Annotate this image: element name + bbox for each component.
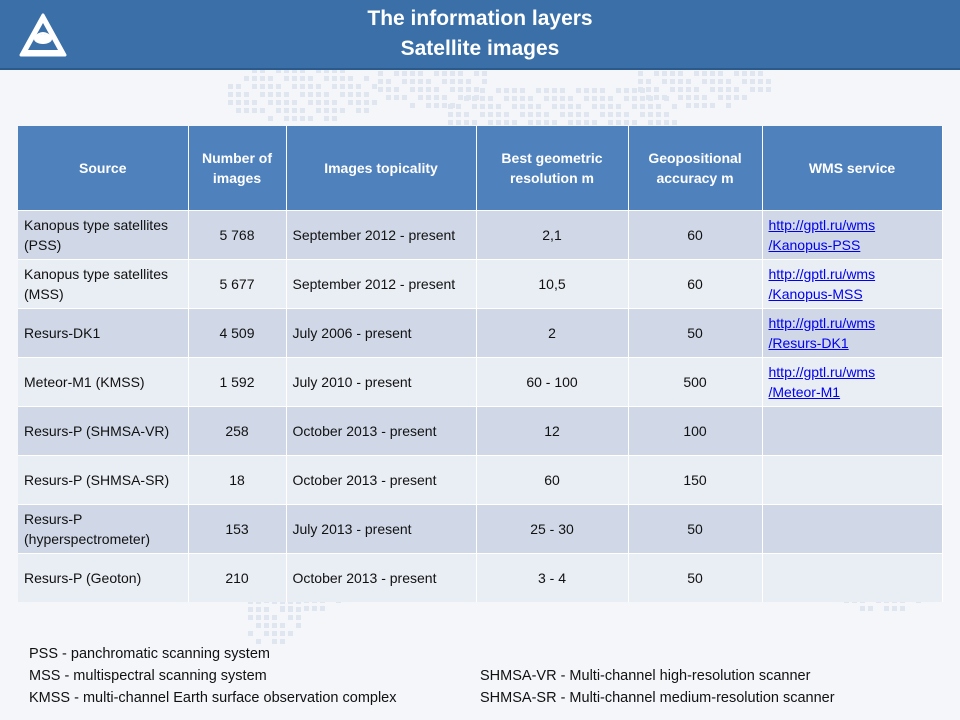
- cell-source: Meteor-M1 (KMSS): [18, 357, 189, 407]
- logo-icon: [19, 13, 67, 57]
- cell-topicality: September 2012 - present: [286, 210, 477, 260]
- cell-accuracy: 150: [628, 455, 763, 505]
- note-mss: MSS - multispectral scanning system: [29, 668, 267, 684]
- cell-topicality: September 2012 - present: [286, 259, 477, 309]
- cell-topicality: October 2013 - present: [286, 455, 477, 505]
- cell-topicality: October 2013 - present: [286, 406, 477, 456]
- column-header-topicality: Images topicality: [286, 126, 477, 211]
- note-pss: PSS - panchromatic scanning system: [29, 646, 270, 662]
- note-shmsa-sr: SHMSA-SR - Multi-channel medium-resoluti…: [480, 690, 835, 706]
- cell-resolution: 12: [476, 406, 629, 456]
- cell-count: 18: [188, 455, 287, 505]
- page-title: The information layers: [367, 7, 593, 30]
- column-header-resolution: Best geometric resolution m: [476, 126, 629, 211]
- wms-link[interactable]: http://gptl.ru/wms/Kanopus-MSS: [768, 266, 876, 302]
- cell-wms: http://gptl.ru/wms/Resurs-DK1: [762, 308, 943, 358]
- cell-count: 5 768: [188, 210, 287, 260]
- cell-resolution: 10,5: [476, 259, 629, 309]
- cell-wms: [762, 504, 943, 554]
- table-row: Resurs-P (SHMSA-VR) 258 October 2013 - p…: [18, 406, 943, 456]
- title-bar: The information layers Satellite images: [0, 0, 960, 70]
- cell-accuracy: 100: [628, 406, 763, 456]
- table-row: Kanopus type satellites (MSS) 5 677 Sept…: [18, 259, 943, 309]
- table-row: Resurs-DK1 4 509 July 2006 - present 2 5…: [18, 308, 943, 358]
- cell-resolution: 60 - 100: [476, 357, 629, 407]
- cell-topicality: July 2010 - present: [286, 357, 477, 407]
- cell-accuracy: 50: [628, 308, 763, 358]
- cell-accuracy: 50: [628, 553, 763, 602]
- cell-accuracy: 60: [628, 259, 763, 309]
- wms-link[interactable]: http://gptl.ru/wms/Meteor-M1: [768, 364, 876, 400]
- column-header-count: Number of images: [188, 126, 287, 211]
- cell-topicality: July 2013 - present: [286, 504, 477, 554]
- wms-link[interactable]: http://gptl.ru/wms/Resurs-DK1: [768, 315, 876, 351]
- cell-resolution: 25 - 30: [476, 504, 629, 554]
- cell-source: Resurs-P (Geoton): [18, 553, 189, 602]
- column-header-accuracy: Geopositional accuracy m: [628, 126, 763, 211]
- cell-topicality: October 2013 - present: [286, 553, 477, 602]
- cell-resolution: 60: [476, 455, 629, 505]
- cell-wms: [762, 455, 943, 505]
- cell-source: Resurs-DK1: [18, 308, 189, 358]
- cell-source: Resurs-P (SHMSA-VR): [18, 406, 189, 456]
- column-header-source: Source: [18, 126, 189, 211]
- cell-source: Kanopus type satellites (MSS): [18, 259, 189, 309]
- note-shmsa-vr: SHMSA-VR - Multi-channel high-resolution…: [480, 668, 811, 684]
- cell-resolution: 2,1: [476, 210, 629, 260]
- cell-accuracy: 60: [628, 210, 763, 260]
- cell-topicality: July 2006 - present: [286, 308, 477, 358]
- cell-wms: [762, 553, 943, 602]
- table-row: Resurs-P (SHMSA-SR) 18 October 2013 - pr…: [18, 455, 943, 505]
- column-header-wms: WMS service: [762, 126, 943, 211]
- cell-wms: http://gptl.ru/wms/Kanopus-MSS: [762, 259, 943, 309]
- cell-count: 5 677: [188, 259, 287, 309]
- cell-source: Resurs-P (SHMSA-SR): [18, 455, 189, 505]
- cell-resolution: 2: [476, 308, 629, 358]
- table-header-row: Source Number of images Images topicalit…: [18, 126, 943, 211]
- cell-count: 153: [188, 504, 287, 554]
- wms-link[interactable]: http://gptl.ru/wms/Kanopus-PSS: [768, 217, 876, 253]
- table-row: Kanopus type satellites (PSS) 5 768 Sept…: [18, 210, 943, 260]
- cell-count: 258: [188, 406, 287, 456]
- cell-accuracy: 500: [628, 357, 763, 407]
- cell-wms: http://gptl.ru/wms/Meteor-M1: [762, 357, 943, 407]
- table-row: Resurs-P (Geoton) 210 October 2013 - pre…: [18, 553, 943, 602]
- cell-accuracy: 50: [628, 504, 763, 554]
- cell-count: 4 509: [188, 308, 287, 358]
- table-row: Meteor-M1 (KMSS) 1 592 July 2010 - prese…: [18, 357, 943, 407]
- satellite-images-table: Source Number of images Images topicalit…: [18, 126, 943, 602]
- cell-source: Resurs-P (hyperspectrometer): [18, 504, 189, 554]
- table-row: Resurs-P (hyperspectrometer) 153 July 20…: [18, 504, 943, 554]
- cell-count: 210: [188, 553, 287, 602]
- page-subtitle: Satellite images: [400, 37, 560, 60]
- cell-count: 1 592: [188, 357, 287, 407]
- cell-wms: [762, 406, 943, 456]
- note-kmss: KMSS - multi-channel Earth surface obser…: [29, 690, 397, 706]
- cell-wms: http://gptl.ru/wms/Kanopus-PSS: [762, 210, 943, 260]
- cell-source: Kanopus type satellites (PSS): [18, 210, 189, 260]
- cell-resolution: 3 - 4: [476, 553, 629, 602]
